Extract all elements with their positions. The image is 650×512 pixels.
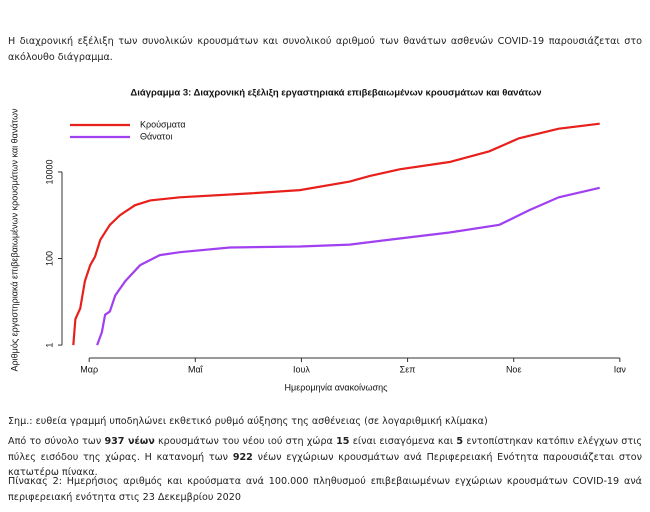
summary: Από το σύνολο των 937 νέων κρουσμάτων το… <box>8 434 642 481</box>
y-tick-label: 10000 <box>44 159 54 184</box>
legend-label: Θάνατοι <box>140 131 172 141</box>
x-tick-label: Ιαν <box>614 364 627 374</box>
y-tick-label: 100 <box>44 251 54 266</box>
text: Από το σύνολο των <box>8 436 105 447</box>
text: είναι εισαγόμενα και <box>349 436 457 447</box>
x-tick-label: Ιουλ <box>293 364 310 374</box>
y-tick-label: 1 <box>44 343 54 348</box>
table-caption: Πίνακας 2: Ημερήσιος αριθμός και κρούσμα… <box>8 476 642 503</box>
x-tick-label: Μαρ <box>80 364 98 374</box>
line <box>72 122 600 346</box>
bold-text: 15 <box>336 436 350 447</box>
bold-text: 5 <box>456 436 464 447</box>
bold-text: 937 νέων <box>104 436 155 447</box>
x-tick-label: Νοε <box>506 364 522 374</box>
chart-title: Διάγραμμα 3: Διαχρονική εξέλιξη εργαστηρ… <box>130 88 541 99</box>
bold-text: 922 <box>232 451 253 463</box>
x-tick-label: Σεπ <box>400 364 416 374</box>
line <box>96 186 600 346</box>
text: κρουσμάτων του νέου ιού στη χώρα <box>154 436 337 447</box>
note: Σημ.: ευθεία γραμμή υποδηλώνει εκθετικό … <box>8 416 488 427</box>
legend-label: Κρούσματα <box>140 119 186 129</box>
intro: Η διαχρονική εξέλιξη των συνολικών κρουσ… <box>8 36 642 63</box>
text: νέων εγχώριων κρουσμάτων ανά Περιφερειακ… <box>8 451 643 479</box>
x-tick-label: Μαΐ <box>188 364 204 374</box>
text: εντοπίστηκαν κατόπιν ελέγχων στις πύλες … <box>8 436 642 463</box>
chart: Διάγραμμα 3: Διαχρονική εξέλιξη εργαστηρ… <box>9 88 627 393</box>
x-axis-label: Ημερομηνία ανακοίνωσης <box>285 382 389 392</box>
y-axis-label: Αριθμός εργαστηριακά επιβεβαιωμένων κρου… <box>9 108 19 371</box>
